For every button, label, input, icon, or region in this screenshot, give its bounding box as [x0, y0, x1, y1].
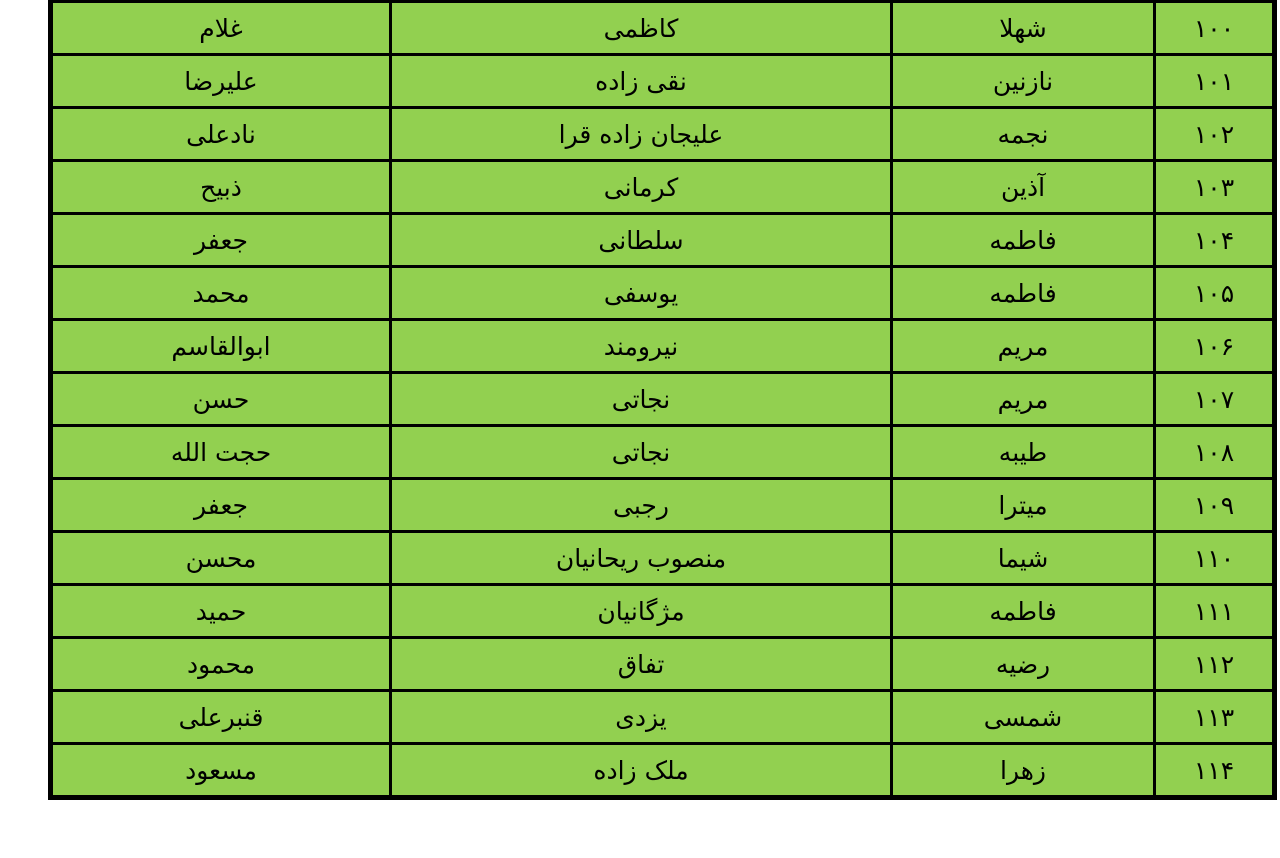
cell-row-number: ۱۱۰: [1153, 530, 1276, 586]
cell-row-number: ۱۱۳: [1153, 689, 1276, 745]
cell-last-name: کرمانی: [389, 159, 893, 215]
table-row: ۱۰۲ نجمه علیجان زاده قرا نادعلی: [49, 106, 1276, 162]
cell-first-name: فاطمه: [890, 583, 1156, 639]
cell-father-name: محسن: [49, 530, 392, 586]
cell-first-name: فاطمه: [890, 212, 1156, 268]
cell-first-name: آذین: [890, 159, 1156, 215]
cell-row-number: ۱۰۵: [1153, 265, 1276, 321]
cell-first-name: میترا: [890, 477, 1156, 533]
cell-first-name: نازنین: [890, 53, 1156, 109]
cell-first-name: شیما: [890, 530, 1156, 586]
cell-father-name: غلام: [49, 0, 392, 56]
table-row: ۱۰۸ طیبه نجاتی حجت الله: [49, 424, 1276, 480]
cell-first-name: مریم: [890, 371, 1156, 427]
cell-row-number: ۱۱۱: [1153, 583, 1276, 639]
cell-row-number: ۱۰۰: [1153, 0, 1276, 56]
cell-row-number: ۱۰۷: [1153, 371, 1276, 427]
cell-father-name: نادعلی: [49, 106, 392, 162]
cell-father-name: حمید: [49, 583, 392, 639]
cell-last-name: علیجان زاده قرا: [389, 106, 893, 162]
cell-father-name: جعفر: [49, 477, 392, 533]
cell-first-name: زهرا: [890, 742, 1156, 799]
cell-row-number: ۱۰۸: [1153, 424, 1276, 480]
cell-last-name: رجبی: [389, 477, 893, 533]
cell-father-name: حجت الله: [49, 424, 392, 480]
cell-row-number: ۱۱۲: [1153, 636, 1276, 692]
cell-row-number: ۱۰۴: [1153, 212, 1276, 268]
cell-last-name: ملک زاده: [389, 742, 893, 799]
cell-father-name: محمود: [49, 636, 392, 692]
cell-father-name: قنبرعلی: [49, 689, 392, 745]
table-row: ۱۱۳ شمسی یزدی قنبرعلی: [49, 689, 1276, 745]
roster-table-container: ۱۰۰ شهلا کاظمی غلام ۱۰۱ نازنین نقی زاده …: [48, 0, 1277, 800]
cell-last-name: سلطانی: [389, 212, 893, 268]
cell-last-name: نیرومند: [389, 318, 893, 374]
table-row: ۱۰۵ فاطمه یوسفی محمد: [49, 265, 1276, 321]
table-row: ۱۱۰ شیما منصوب ریحانیان محسن: [49, 530, 1276, 586]
cell-first-name: مریم: [890, 318, 1156, 374]
cell-father-name: علیرضا: [49, 53, 392, 109]
table-row: ۱۰۰ شهلا کاظمی غلام: [49, 0, 1276, 56]
cell-first-name: نجمه: [890, 106, 1156, 162]
cell-father-name: محمد: [49, 265, 392, 321]
cell-last-name: منصوب ریحانیان: [389, 530, 893, 586]
cell-last-name: یوسفی: [389, 265, 893, 321]
cell-row-number: ۱۰۲: [1153, 106, 1276, 162]
cell-first-name: شهلا: [890, 0, 1156, 56]
cell-last-name: مژگانیان: [389, 583, 893, 639]
cell-first-name: رضیه: [890, 636, 1156, 692]
cell-row-number: ۱۰۱: [1153, 53, 1276, 109]
table-row: ۱۰۴ فاطمه سلطانی جعفر: [49, 212, 1276, 268]
table-row: ۱۰۳ آذین کرمانی ذبیح: [49, 159, 1276, 215]
cell-father-name: ذبیح: [49, 159, 392, 215]
cell-first-name: طیبه: [890, 424, 1156, 480]
names-roster-table: ۱۰۰ شهلا کاظمی غلام ۱۰۱ نازنین نقی زاده …: [48, 0, 1277, 800]
cell-last-name: نجاتی: [389, 424, 893, 480]
cell-first-name: شمسی: [890, 689, 1156, 745]
cell-father-name: ابوالقاسم: [49, 318, 392, 374]
cell-row-number: ۱۰۳: [1153, 159, 1276, 215]
cell-row-number: ۱۱۴: [1153, 742, 1276, 799]
table-row: ۱۰۶ مریم نیرومند ابوالقاسم: [49, 318, 1276, 374]
cell-last-name: تفاق: [389, 636, 893, 692]
cell-last-name: نجاتی: [389, 371, 893, 427]
cell-last-name: یزدی: [389, 689, 893, 745]
table-row: ۱۱۱ فاطمه مژگانیان حمید: [49, 583, 1276, 639]
cell-last-name: نقی زاده: [389, 53, 893, 109]
table-row: ۱۱۲ رضیه تفاق محمود: [49, 636, 1276, 692]
table-row: ۱۰۷ مریم نجاتی حسن: [49, 371, 1276, 427]
cell-father-name: جعفر: [49, 212, 392, 268]
cell-first-name: فاطمه: [890, 265, 1156, 321]
table-row: ۱۰۱ نازنین نقی زاده علیرضا: [49, 53, 1276, 109]
table-row: ۱۰۹ میترا رجبی جعفر: [49, 477, 1276, 533]
table-row: ۱۱۴ زهرا ملک زاده مسعود: [49, 742, 1276, 799]
cell-father-name: حسن: [49, 371, 392, 427]
cell-row-number: ۱۰۹: [1153, 477, 1276, 533]
cell-row-number: ۱۰۶: [1153, 318, 1276, 374]
cell-last-name: کاظمی: [389, 0, 893, 56]
cell-father-name: مسعود: [49, 742, 392, 799]
